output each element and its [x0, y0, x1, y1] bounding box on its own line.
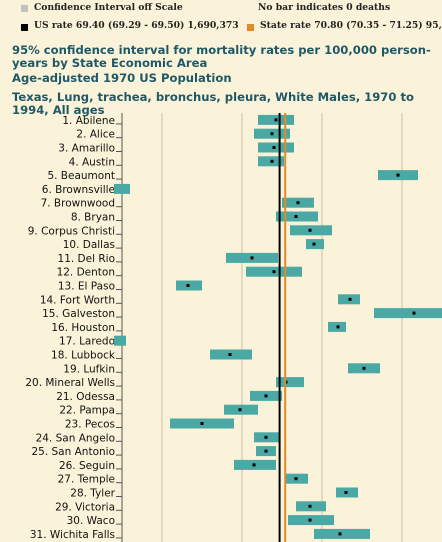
- rate-point: [294, 215, 298, 218]
- row-label: 12. Denton: [57, 267, 115, 279]
- rate-point: [308, 518, 312, 522]
- row-label: 17. Laredo: [59, 336, 115, 348]
- row-label: 2. Alice: [76, 129, 115, 141]
- row-label: 5. Beaumont: [47, 170, 115, 182]
- rate-point: [186, 284, 190, 287]
- row-label: 28. Tyler: [70, 488, 115, 500]
- chart-titles: 95% confidence interval for mortality ra…: [12, 43, 437, 117]
- rate-point: [396, 173, 400, 177]
- rate-point: [312, 242, 316, 246]
- rate-point: [308, 504, 312, 508]
- rate-point: [200, 422, 204, 425]
- row-label: 24. San Angelo: [36, 432, 115, 444]
- rate-point: [296, 201, 300, 205]
- rate-point: [344, 491, 348, 494]
- rate-point: [252, 463, 256, 467]
- rate-point: [338, 532, 342, 536]
- rate-point: [362, 366, 366, 370]
- row-label: 20. Mineral Wells: [25, 377, 115, 389]
- legend: Confidence Interval off Scale No bar ind…: [0, 0, 442, 40]
- rate-point: [412, 311, 416, 315]
- row-label: 1. Abilene: [62, 115, 115, 127]
- rate-point: [238, 408, 242, 412]
- state-rate-swatch: [247, 24, 254, 31]
- row-label: 14. Fort Worth: [40, 294, 115, 306]
- row-label: 31. Wichita Falls: [30, 529, 115, 541]
- row-label: 29. Victoria: [55, 501, 115, 513]
- legend-no-bar: No bar indicates 0 deaths: [258, 2, 391, 13]
- rate-point: [270, 159, 274, 163]
- row-label: 23. Pecos: [65, 419, 115, 431]
- legend-us-rate: US rate 69.40 (69.29 - 69.50) 1,690,373: [34, 20, 239, 31]
- ci-bar: [276, 377, 304, 388]
- row-label: 15. Galveston: [42, 308, 115, 320]
- row-label: 25. San Antonio: [31, 446, 115, 458]
- legend-off-scale: Confidence Interval off Scale: [34, 2, 183, 13]
- chart-title: 95% confidence interval for mortality ra…: [12, 43, 431, 71]
- legend-state-rate: State rate 70.80 (70.35 - 71.25) 95,372: [260, 20, 442, 31]
- rate-point: [336, 325, 340, 329]
- row-label: 4. Austin: [69, 156, 115, 168]
- row-label: 21. Odessa: [56, 391, 115, 403]
- row-label: 10. Dallas: [63, 239, 115, 251]
- rate-point: [294, 477, 298, 481]
- row-label: 26. Seguin: [59, 460, 115, 472]
- rate-point: [264, 394, 268, 398]
- row-label: 13. El Paso: [58, 281, 115, 293]
- row-label: 11. Del Rio: [58, 253, 115, 265]
- row-label: 9. Corpus Christi: [28, 225, 115, 237]
- rate-point: [228, 353, 232, 356]
- ci-bar: [314, 528, 370, 539]
- off-scale-swatch: [21, 5, 28, 12]
- rate-point: [264, 449, 268, 453]
- row-label: 30. Waco: [67, 515, 115, 527]
- ci-bar: [114, 183, 130, 194]
- us-rate-swatch: [21, 24, 28, 31]
- rate-point: [348, 297, 352, 301]
- row-label: 22. Pampa: [59, 405, 115, 417]
- rate-point: [270, 132, 274, 136]
- rate-point: [250, 256, 254, 260]
- row-label: 27. Temple: [58, 474, 115, 486]
- row-label: 6. Brownsville: [42, 184, 115, 196]
- ci-bar: [374, 308, 442, 319]
- row-label: 8. Bryan: [71, 212, 115, 224]
- row-label: 18. Lubbock: [51, 350, 116, 362]
- rate-point: [308, 228, 312, 232]
- row-label: 19. Lufkin: [63, 363, 115, 375]
- ci-bar: [114, 335, 126, 346]
- rate-point: [264, 435, 268, 439]
- row-label: 16. Houston: [51, 322, 115, 334]
- rate-point: [272, 146, 276, 149]
- row-label: 3. Amarillo: [58, 143, 115, 155]
- chart-subtitle: Age-adjusted 1970 US Population: [12, 71, 232, 86]
- chart-description: Texas, Lung, trachea, bronchus, pleura, …: [12, 89, 414, 117]
- ci-bar: [258, 142, 294, 153]
- rate-point: [272, 270, 276, 274]
- row-label: 7. Brownwood: [41, 198, 115, 210]
- rate-point: [274, 118, 278, 122]
